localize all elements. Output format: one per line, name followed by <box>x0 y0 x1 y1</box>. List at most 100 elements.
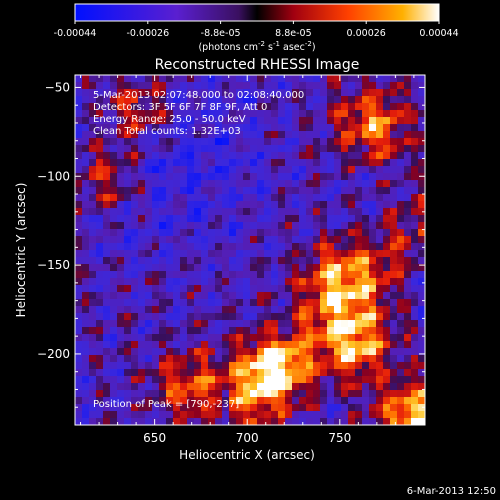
heatmap-cell <box>75 124 83 132</box>
heatmap-cell <box>180 180 188 188</box>
heatmap-cell <box>306 348 314 356</box>
heatmap-cell <box>348 334 356 342</box>
heatmap-cell <box>383 96 391 104</box>
heatmap-cell <box>250 418 258 425</box>
heatmap-cell <box>418 124 425 132</box>
heatmap-cell <box>124 341 132 349</box>
heatmap-cell <box>236 313 244 321</box>
heatmap-cell <box>187 229 195 237</box>
heatmap-cell <box>75 320 83 328</box>
heatmap-cell <box>208 292 216 300</box>
heatmap-image <box>75 75 425 425</box>
heatmap-cell <box>222 250 230 258</box>
heatmap-cell <box>159 75 167 83</box>
heatmap-cell <box>257 341 265 349</box>
heatmap-cell <box>82 348 90 356</box>
heatmap-cell <box>369 327 377 335</box>
heatmap-cell <box>264 159 272 167</box>
heatmap-cell <box>145 292 153 300</box>
heatmap-cell <box>96 376 104 384</box>
heatmap-cell <box>145 215 153 223</box>
heatmap-cell <box>166 173 174 181</box>
heatmap-cell <box>250 299 258 307</box>
heatmap-cell <box>348 82 356 90</box>
heatmap-cell <box>341 348 349 356</box>
heatmap-cell <box>383 264 391 272</box>
heatmap-cell <box>320 320 328 328</box>
heatmap-cell <box>229 383 237 391</box>
heatmap-cell <box>264 320 272 328</box>
heatmap-cell <box>418 376 425 384</box>
heatmap-cell <box>292 124 300 132</box>
heatmap-cell <box>159 327 167 335</box>
heatmap-cell <box>131 397 139 405</box>
heatmap-cell <box>201 271 209 279</box>
heatmap-cell <box>96 383 104 391</box>
heatmap-cell <box>173 383 181 391</box>
heatmap-cell <box>404 75 412 83</box>
heatmap-cell <box>418 418 425 425</box>
heatmap-cell <box>89 271 97 279</box>
heatmap-cell <box>110 82 118 90</box>
heatmap-cell <box>82 75 90 83</box>
heatmap-cell <box>173 299 181 307</box>
heatmap-cell <box>89 327 97 335</box>
heatmap-cell <box>243 159 251 167</box>
heatmap-cell <box>306 117 314 125</box>
heatmap-cell <box>187 271 195 279</box>
heatmap-cell <box>418 229 425 237</box>
heatmap-cell <box>110 180 118 188</box>
heatmap-cell <box>180 320 188 328</box>
heatmap-cell <box>397 313 405 321</box>
x-tick-label: 700 <box>236 431 259 445</box>
heatmap-cell <box>320 145 328 153</box>
heatmap-cell <box>334 271 342 279</box>
heatmap-cell <box>89 201 97 209</box>
heatmap-cell <box>250 173 258 181</box>
heatmap-cell <box>362 173 370 181</box>
heatmap-cell <box>110 131 118 139</box>
heatmap-cell <box>194 103 202 111</box>
heatmap-cell <box>390 166 398 174</box>
heatmap-cell <box>180 201 188 209</box>
heatmap-cell <box>173 327 181 335</box>
heatmap-cell <box>145 236 153 244</box>
heatmap-cell <box>236 89 244 97</box>
heatmap-cell <box>152 404 160 412</box>
heatmap-cell <box>166 201 174 209</box>
heatmap-cell <box>222 257 230 265</box>
heatmap-cell <box>229 131 237 139</box>
heatmap-cell <box>320 313 328 321</box>
heatmap-cell <box>285 334 293 342</box>
heatmap-cell <box>110 320 118 328</box>
heatmap-cell <box>341 229 349 237</box>
heatmap-cell <box>285 117 293 125</box>
heatmap-cell <box>187 257 195 265</box>
heatmap-cell <box>278 75 286 83</box>
heatmap-cell <box>376 362 384 370</box>
heatmap-cell <box>208 117 216 125</box>
heatmap-cell <box>348 229 356 237</box>
heatmap-cell <box>89 124 97 132</box>
heatmap-cell <box>103 110 111 118</box>
heatmap-cell <box>369 278 377 286</box>
heatmap-cell <box>369 313 377 321</box>
heatmap-cell <box>348 201 356 209</box>
heatmap-cell <box>208 229 216 237</box>
heatmap-cell <box>124 313 132 321</box>
heatmap-cell <box>341 327 349 335</box>
heatmap-cell <box>124 383 132 391</box>
heatmap-cell <box>215 222 223 230</box>
heatmap-cell <box>131 299 139 307</box>
heatmap-cell <box>75 110 83 118</box>
heatmap-cell <box>285 278 293 286</box>
heatmap-cell <box>355 187 363 195</box>
heatmap-cell <box>75 229 83 237</box>
heatmap-cell <box>159 404 167 412</box>
heatmap-cell <box>229 348 237 356</box>
heatmap-cell <box>159 299 167 307</box>
heatmap-cell <box>236 369 244 377</box>
heatmap-cell <box>390 285 398 293</box>
heatmap-cell <box>110 264 118 272</box>
heatmap-cell <box>131 250 139 258</box>
